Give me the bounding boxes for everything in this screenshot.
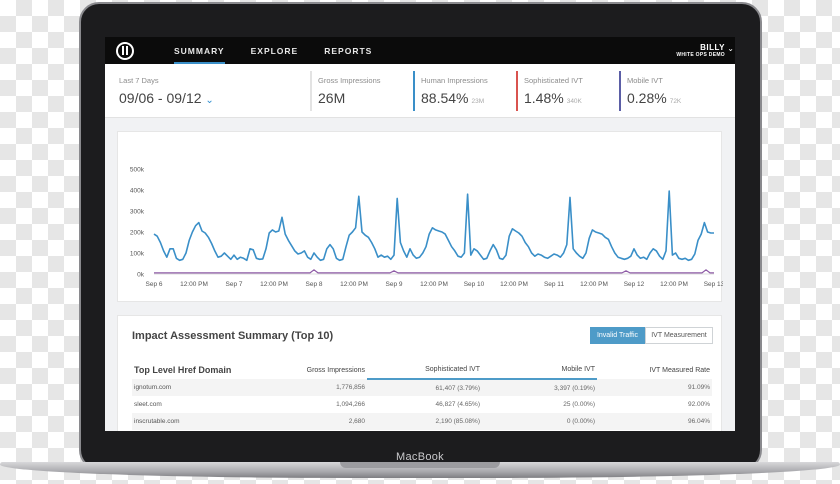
stat-label: Mobile IVT xyxy=(627,76,663,85)
user-org: WHITE OPS DEMO xyxy=(676,52,725,58)
y-tick-label: 400k xyxy=(130,188,145,195)
table-row[interactable]: ignotum.com 1,776,856 61,407 (3.79%) 3,3… xyxy=(132,379,712,396)
x-tick-label: Sep 7 xyxy=(226,281,243,288)
tab-explore[interactable]: EXPLORE xyxy=(250,45,299,56)
stat-gross-impressions: Gross Impressions 26M xyxy=(310,64,413,117)
series-line-1 xyxy=(154,269,714,274)
chevron-down-icon: ⌄ xyxy=(205,95,214,106)
stat-mobile-ivt: Mobile IVT 0.28% 72K xyxy=(619,64,729,117)
x-tick-label: Sep 6 xyxy=(146,281,163,288)
stat-sub: 340K xyxy=(566,98,582,105)
chevron-down-icon: ⌄ xyxy=(727,44,734,53)
tab-reports[interactable]: REPORTS xyxy=(324,45,373,56)
stats-bar: Last 7 Days 09/06 - 09/12 ⌄ Gross Impres… xyxy=(105,64,735,118)
cell-rate: 96.04% xyxy=(597,413,712,430)
column-header-sivt[interactable]: Sophisticated IVT xyxy=(367,359,482,380)
x-tick-label: Sep 9 xyxy=(386,281,403,288)
tab-summary[interactable]: SUMMARY xyxy=(174,37,225,64)
y-tick-label: 500k xyxy=(130,167,145,174)
x-tick-label: Sep 11 xyxy=(544,281,565,288)
x-tick-label: 12:00 PM xyxy=(420,281,448,288)
cell-gross: 1,094,266 xyxy=(336,401,365,408)
x-tick-label: Sep 10 xyxy=(464,281,485,288)
stat-label: Sophisticated IVT xyxy=(524,76,583,85)
stat-value: 0.28% xyxy=(627,90,667,106)
x-tick-label: 12:00 PM xyxy=(500,281,528,288)
cell-gross: 1,776,856 xyxy=(282,379,367,396)
x-tick-label: 12:00 PM xyxy=(580,281,608,288)
table-row[interactable]: inscrutable.com 2,680 2,190 (85.08%) 0 (… xyxy=(132,413,712,430)
cell-sivt: 2,190 (85.08%) xyxy=(367,413,482,430)
stat-sub: 72K xyxy=(669,98,682,105)
impact-title: Impact Assessment Summary (Top 10) xyxy=(132,330,334,342)
y-tick-label: 300k xyxy=(130,209,145,216)
series-line-0 xyxy=(153,190,714,262)
traffic-line-chart[interactable]: 0k 100k 200k 300k 400k 500k Sep 6 12:00 PM Sep 7… xyxy=(118,132,725,303)
invalid-traffic-button[interactable]: Invalid Traffic xyxy=(590,327,645,344)
stat-value: 26M xyxy=(318,90,346,106)
stat-accent-bar xyxy=(516,71,518,111)
x-tick-label: 12:00 PM xyxy=(260,281,288,288)
stat-human-impressions: Human Impressions 88.54% 23M xyxy=(413,64,516,117)
stat-label: Human Impressions xyxy=(421,76,488,85)
laptop-base xyxy=(0,462,840,478)
cell-domain: inscrutable.com xyxy=(132,413,282,430)
laptop-notch xyxy=(340,462,500,468)
date-range-label: Last 7 Days xyxy=(119,76,159,85)
cell-gross: 2,680 xyxy=(282,413,367,430)
cell-mobile: 0 (0.00%) xyxy=(482,413,597,430)
ivt-measurement-button[interactable]: IVT Measurement xyxy=(645,327,713,344)
stat-divider xyxy=(310,71,312,111)
y-tick-label: 100k xyxy=(130,251,145,258)
column-header-ivt-rate[interactable]: IVT Measured Rate xyxy=(649,366,710,374)
cell-sivt: 46,827 (4.65%) xyxy=(435,401,480,408)
impact-table: Top Level Href Domain Gross Impressions … xyxy=(132,359,712,430)
cell-rate: 91.09% xyxy=(597,379,712,396)
y-tick-label: 200k xyxy=(130,230,145,237)
app-screen: SUMMARY EXPLORE REPORTS BILLY WHITE OPS … xyxy=(105,37,735,431)
x-tick-label: Sep 12 xyxy=(624,281,645,288)
cell-domain: sleet.com xyxy=(134,401,162,408)
impact-summary-card: Impact Assessment Summary (Top 10) Inval… xyxy=(117,315,722,431)
column-header-mobile-ivt[interactable]: Mobile IVT xyxy=(482,359,597,380)
stat-label: Gross Impressions xyxy=(318,76,381,85)
top-nav: SUMMARY EXPLORE REPORTS BILLY WHITE OPS … xyxy=(105,37,735,64)
y-tick-label: 0k xyxy=(137,272,145,279)
date-range-value: 09/06 - 09/12 xyxy=(119,90,202,106)
device-brand: MacBook xyxy=(396,451,444,463)
brand-logo-icon[interactable] xyxy=(116,41,134,60)
stat-accent-bar xyxy=(619,71,621,111)
cell-sivt: 61,407 (3.79%) xyxy=(367,379,482,396)
stat-accent-bar xyxy=(413,71,415,111)
stat-value: 88.54% xyxy=(421,90,469,106)
x-tick-label: 12:00 PM xyxy=(180,281,208,288)
x-tick-label: Sep 13 xyxy=(704,281,723,288)
x-tick-label: 12:00 PM xyxy=(340,281,368,288)
cell-mobile: 25 (0.00%) xyxy=(563,401,595,408)
column-header-domain[interactable]: Top Level Href Domain xyxy=(134,365,232,375)
stat-sophisticated-ivt: Sophisticated IVT 1.48% 340K xyxy=(516,64,619,117)
user-name: BILLY xyxy=(700,43,725,52)
table-row[interactable]: sleet.com 1,094,266 46,827 (4.65%) 25 (0… xyxy=(132,396,712,413)
user-menu[interactable]: BILLY WHITE OPS DEMO ⌄ xyxy=(676,43,734,58)
column-header-gross[interactable]: Gross Impressions xyxy=(306,366,365,374)
cell-rate: 92.00% xyxy=(687,401,710,408)
stat-value: 1.48% xyxy=(524,90,564,106)
x-tick-label: Sep 8 xyxy=(306,281,323,288)
x-tick-label: 12:00 PM xyxy=(660,281,688,288)
stat-sub: 23M xyxy=(471,98,485,105)
traffic-chart-card: 0k 100k 200k 300k 400k 500k Sep 6 12:00 PM Sep 7… xyxy=(117,131,725,303)
cell-mobile: 3,397 (0.19%) xyxy=(482,379,597,396)
date-range-picker[interactable]: Last 7 Days 09/06 - 09/12 ⌄ xyxy=(105,64,310,117)
cell-domain: ignotum.com xyxy=(132,379,282,396)
